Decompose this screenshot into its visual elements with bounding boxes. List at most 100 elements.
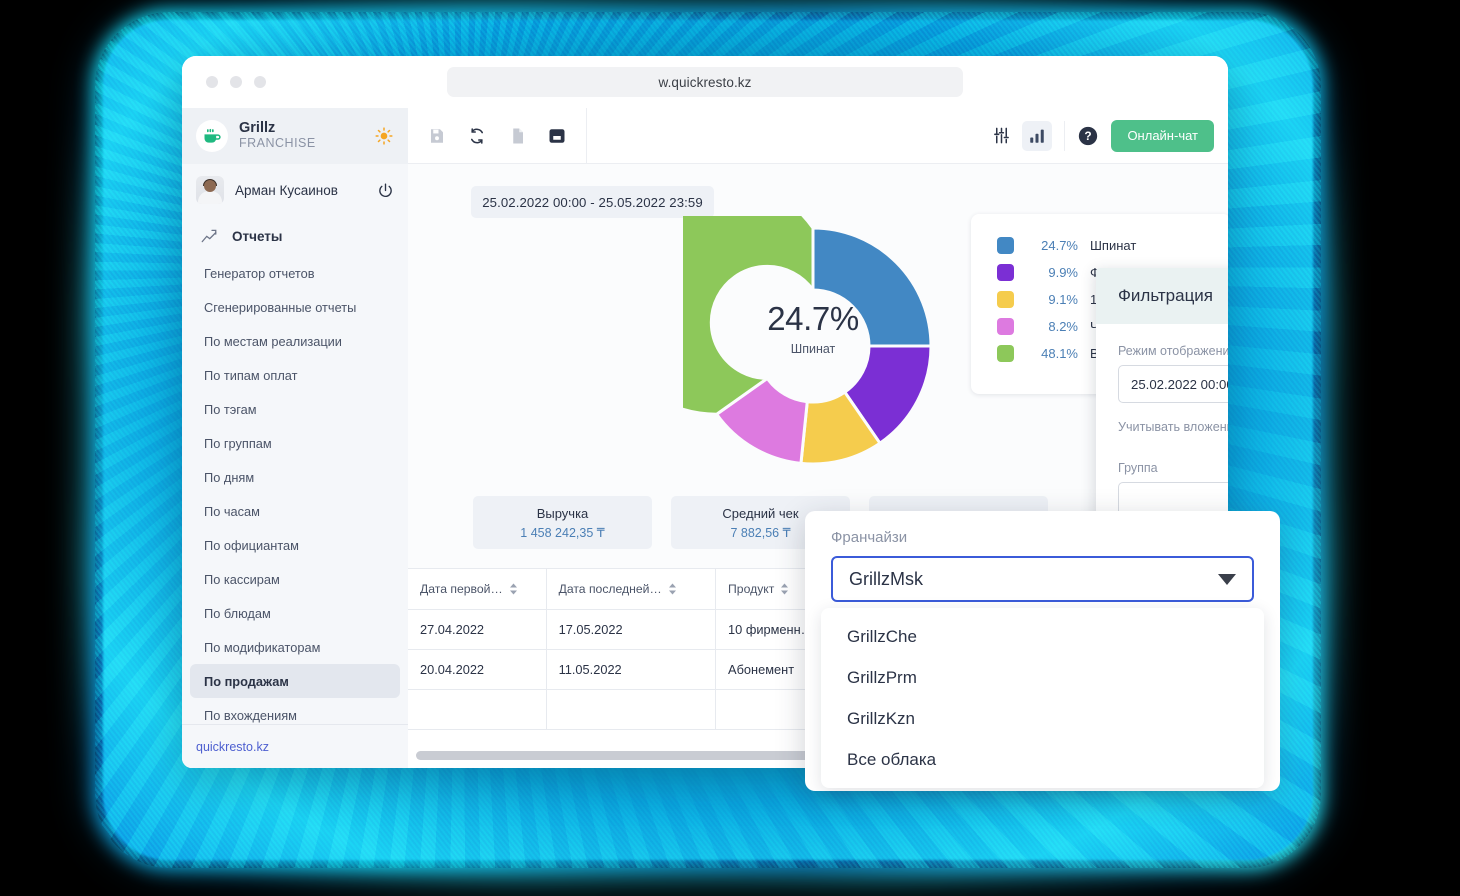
sidebar-item-label: По местам реализации: [204, 333, 342, 349]
legend-swatch: [997, 318, 1014, 335]
minimize-dot[interactable]: [230, 76, 242, 88]
stat-value: 1 458 242,35 ₸: [520, 525, 605, 540]
nesting-label: Учитывать вложенность групп продуктов: [1118, 420, 1228, 434]
brand-row[interactable]: Grillz FRANCHISE: [182, 108, 408, 164]
group-label: Группа: [1118, 461, 1158, 475]
help-icon[interactable]: ?: [1073, 121, 1103, 151]
footer-link-label: quickresto.kz: [196, 739, 269, 754]
sidebar-item-13[interactable]: По вхождениям: [190, 698, 400, 732]
franchise-select[interactable]: GrillzMsk: [831, 556, 1254, 602]
nesting-option-row: Учитывать вложенность групп продуктов i: [1118, 419, 1228, 445]
svg-text:?: ?: [1085, 129, 1092, 143]
online-chat-button[interactable]: Онлайн-чат: [1111, 119, 1214, 152]
copy-icon[interactable]: [502, 121, 532, 151]
display-mode-value: 25.02.2022 00:00 - 25.05.2022 23:59: [1131, 376, 1228, 392]
franchise-option-0[interactable]: GrillzChe: [847, 626, 917, 646]
sidebar-item-8[interactable]: По официантам: [190, 528, 400, 562]
sort-icon: [668, 583, 676, 595]
filtration-header: Фильтрация: [1096, 268, 1228, 324]
window-controls[interactable]: [206, 76, 266, 88]
sidebar-item-label: По тэгам: [204, 401, 257, 417]
maximize-dot[interactable]: [254, 76, 266, 88]
toolbar-right-group: ? Онлайн-чат: [986, 119, 1228, 152]
sidebar-item-label: По кассирам: [204, 571, 280, 587]
franchise-dropdown-panel: Франчайзи GrillzMsk GrillzChe GrillzPrm …: [805, 511, 1280, 791]
cell-last-date: [546, 689, 717, 730]
sidebar-item-label: По типам оплат: [204, 367, 298, 383]
sidebar: Grillz FRANCHISE Арман Кусаинов: [182, 108, 408, 768]
sidebar-item-label: По группам: [204, 435, 272, 451]
franchise-option-3[interactable]: Все облака: [847, 749, 937, 769]
cell-last-date: 17.05.2022: [546, 609, 717, 650]
sidebar-item-label: По вхождениям: [204, 707, 297, 723]
sidebar-item-4[interactable]: По тэгам: [190, 392, 400, 426]
save-icon[interactable]: [422, 121, 452, 151]
column-label: Дата первой…: [420, 581, 503, 596]
brand-subtitle: FRANCHISE: [239, 136, 316, 151]
filtration-title: Фильтрация: [1118, 286, 1214, 305]
sidebar-nav-list: Генератор отчетов Сгенерированные отчеты…: [182, 256, 408, 732]
legend-swatch: [997, 264, 1014, 281]
refresh-icon[interactable]: [462, 121, 492, 151]
brand-name: Grillz: [239, 120, 276, 137]
legend-swatch: [997, 237, 1014, 254]
url-text: w.quickresto.kz: [658, 74, 752, 90]
stat-title: Выручка: [536, 505, 589, 521]
sliders-icon[interactable]: [986, 121, 1016, 151]
caret-down-icon: [1218, 573, 1236, 585]
display-mode-label: Режим отображения: [1118, 344, 1228, 358]
legend-swatch: [997, 291, 1014, 308]
sidebar-item-12[interactable]: По продажам: [190, 664, 400, 698]
legend-label: Шпинат: [1090, 238, 1137, 253]
avatar: [196, 176, 224, 204]
coffee-cup-icon: [196, 120, 228, 152]
sidebar-item-10[interactable]: По блюдам: [190, 596, 400, 630]
sidebar-item-label: По часам: [204, 503, 260, 519]
user-name: Арман Кусаинов: [235, 182, 338, 198]
sidebar-item-label: По блюдам: [204, 605, 271, 621]
sidebar-item-5[interactable]: По группам: [190, 426, 400, 460]
franchise-label: Франчайзи: [831, 529, 908, 546]
bar-chart-icon[interactable]: [1022, 120, 1053, 151]
sun-icon[interactable]: [374, 126, 394, 146]
sidebar-item-label: Генератор отчетов: [204, 265, 315, 281]
franchise-options-menu: GrillzChe GrillzPrm GrillzKzn Все облака: [821, 608, 1264, 788]
column-label: Продукт: [728, 581, 775, 596]
sort-icon: [509, 583, 517, 595]
legend-percent: 48.1%: [1041, 346, 1078, 361]
stat-title: Средний чек: [722, 505, 799, 521]
sidebar-section-reports[interactable]: Отчеты: [182, 216, 408, 256]
column-header-last-date[interactable]: Дата последней…: [546, 569, 717, 610]
url-bar[interactable]: w.quickresto.kz: [447, 67, 963, 97]
close-dot[interactable]: [206, 76, 218, 88]
sidebar-item-11[interactable]: По модификаторам: [190, 630, 400, 664]
cell-first-date: 27.04.2022: [408, 609, 547, 650]
donut-chart: 24.7% Шпинат: [683, 216, 943, 476]
user-row[interactable]: Арман Кусаинов: [182, 164, 408, 216]
sidebar-item-3[interactable]: По типам оплат: [190, 358, 400, 392]
sidebar-item-7[interactable]: По часам: [190, 494, 400, 528]
franchise-option-1[interactable]: GrillzPrm: [847, 667, 917, 687]
legend-item[interactable]: 24.7% Шпинат: [997, 232, 1228, 259]
sidebar-footer-link[interactable]: quickresto.kz: [182, 724, 408, 768]
column-header-first-date[interactable]: Дата первой…: [408, 569, 547, 610]
sidebar-item-9[interactable]: По кассирам: [190, 562, 400, 596]
display-mode-select[interactable]: 25.02.2022 00:00 - 25.05.2022 23:59: [1118, 365, 1228, 403]
sidebar-item-1[interactable]: Сгенерированные отчеты: [190, 290, 400, 324]
date-range-text: 25.02.2022 00:00 - 25.05.2022 23:59: [482, 194, 703, 210]
browser-chrome: w.quickresto.kz: [182, 56, 1228, 108]
sidebar-item-2[interactable]: По местам реализации: [190, 324, 400, 358]
chart-arrow-icon: [200, 227, 218, 245]
donut-svg: [683, 216, 933, 466]
date-range-pill[interactable]: 25.02.2022 00:00 - 25.05.2022 23:59: [471, 186, 714, 218]
sort-icon: [781, 583, 789, 595]
franchise-selected-value: GrillzMsk: [849, 568, 923, 589]
sidebar-item-6[interactable]: По дням: [190, 460, 400, 494]
stat-card-revenue[interactable]: Выручка 1 458 242,35 ₸: [473, 496, 652, 549]
cell-last-date: 11.05.2022: [546, 649, 717, 690]
legend-swatch: [997, 345, 1014, 362]
power-icon[interactable]: [377, 182, 394, 199]
export-icon[interactable]: [542, 121, 572, 151]
franchise-option-2[interactable]: GrillzKzn: [847, 708, 916, 728]
sidebar-item-0[interactable]: Генератор отчетов: [190, 256, 400, 290]
